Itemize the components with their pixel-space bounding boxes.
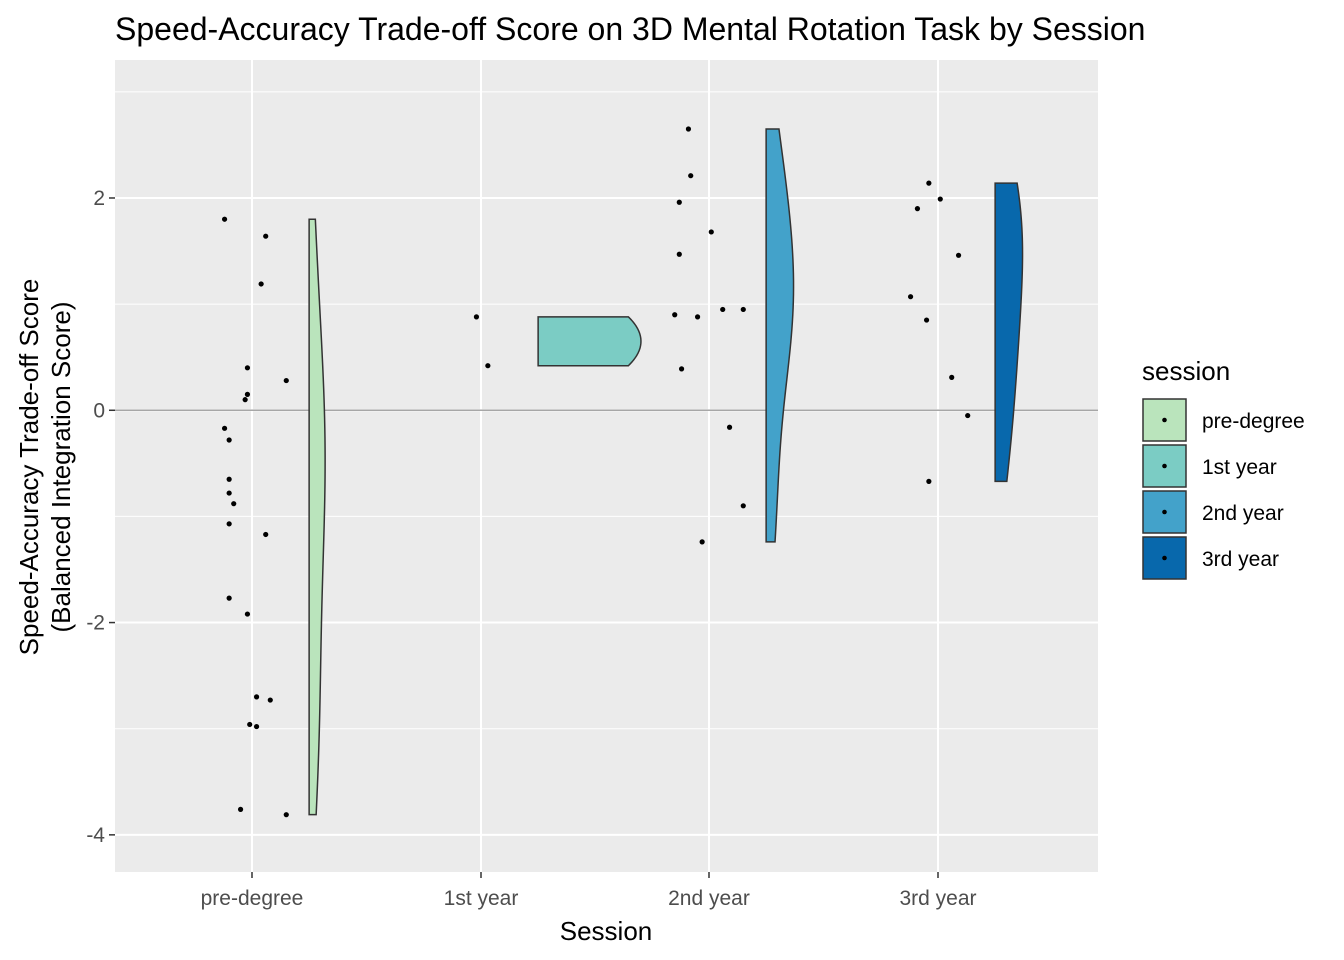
legend-label: 1st year bbox=[1202, 456, 1277, 479]
data-point bbox=[258, 281, 264, 287]
data-point bbox=[965, 412, 971, 419]
violin-1 bbox=[537, 316, 642, 367]
data-point bbox=[914, 206, 921, 212]
data-point bbox=[221, 216, 228, 222]
data-point bbox=[949, 374, 955, 380]
data-point bbox=[955, 252, 962, 258]
data-point bbox=[226, 476, 232, 482]
data-point bbox=[694, 314, 701, 320]
data-point bbox=[226, 490, 232, 496]
data-point bbox=[937, 196, 943, 202]
x-tick-label: 3rd year bbox=[899, 887, 976, 910]
data-point bbox=[907, 294, 914, 300]
data-point bbox=[740, 306, 746, 313]
legend-key-point bbox=[1162, 555, 1167, 561]
violin-2 bbox=[765, 128, 795, 543]
data-point bbox=[688, 173, 694, 179]
data-point bbox=[253, 723, 260, 730]
data-point bbox=[926, 478, 932, 484]
y-tick-label: 0 bbox=[93, 399, 105, 422]
data-point bbox=[237, 806, 244, 812]
legend-label: pre-degree bbox=[1202, 410, 1305, 433]
legend-label: 3rd year bbox=[1202, 548, 1279, 571]
plot-background bbox=[115, 60, 1098, 872]
legend-key-point bbox=[1162, 509, 1167, 515]
chart-title: Speed-Accuracy Trade-off Score on 3D Men… bbox=[115, 11, 1145, 47]
legend-key-point bbox=[1162, 463, 1167, 469]
x-axis-title: Session bbox=[560, 916, 653, 946]
data-point bbox=[253, 694, 260, 700]
data-point bbox=[473, 314, 480, 320]
y-tick-label: -2 bbox=[86, 612, 105, 635]
data-point bbox=[676, 251, 682, 257]
data-point bbox=[221, 425, 228, 431]
legend-title: session bbox=[1142, 356, 1230, 386]
data-point bbox=[231, 501, 237, 507]
legend: session pre-degree 1st year 2nd year 3rd ye… bbox=[1142, 356, 1305, 580]
data-point bbox=[244, 391, 251, 397]
x-tick-label: 2nd year bbox=[668, 887, 750, 910]
data-point bbox=[283, 377, 289, 384]
legend-key-point bbox=[1162, 417, 1167, 423]
data-point bbox=[263, 531, 269, 538]
x-tick-label: 1st year bbox=[444, 887, 519, 910]
y-tick-label: -4 bbox=[86, 824, 105, 847]
data-point bbox=[226, 437, 232, 443]
violin-0 bbox=[308, 218, 326, 816]
data-point bbox=[283, 812, 289, 818]
y-axis-title-line2: (Balanced Integration Score) bbox=[46, 302, 76, 633]
data-point bbox=[923, 317, 930, 323]
x-tick-label: pre-degree bbox=[201, 887, 304, 910]
plot-panel: -4 -2 0 2 pre-degree 1st year 2nd year 3rd year bbox=[86, 60, 1098, 910]
data-point bbox=[685, 126, 692, 132]
data-point bbox=[678, 366, 685, 372]
legend-key-3 bbox=[1142, 536, 1187, 580]
data-point bbox=[267, 697, 273, 703]
data-point bbox=[226, 595, 232, 601]
violin-3 bbox=[994, 182, 1024, 483]
data-point bbox=[676, 199, 682, 205]
data-point bbox=[708, 229, 714, 235]
data-point bbox=[226, 521, 232, 527]
data-point bbox=[926, 180, 932, 186]
data-point bbox=[247, 721, 253, 728]
data-point bbox=[720, 306, 726, 313]
y-tick-label: 2 bbox=[93, 187, 105, 210]
data-point bbox=[672, 312, 678, 318]
data-point bbox=[485, 363, 491, 369]
legend-label: 2nd year bbox=[1202, 502, 1284, 525]
data-point bbox=[699, 539, 705, 545]
data-point bbox=[244, 365, 251, 371]
data-point bbox=[244, 611, 251, 617]
data-point bbox=[263, 233, 269, 239]
data-point bbox=[740, 503, 746, 509]
data-point bbox=[242, 397, 248, 403]
data-point bbox=[726, 424, 733, 430]
y-axis-title-line1: Speed-Accuracy Trade-off Score bbox=[14, 279, 44, 656]
